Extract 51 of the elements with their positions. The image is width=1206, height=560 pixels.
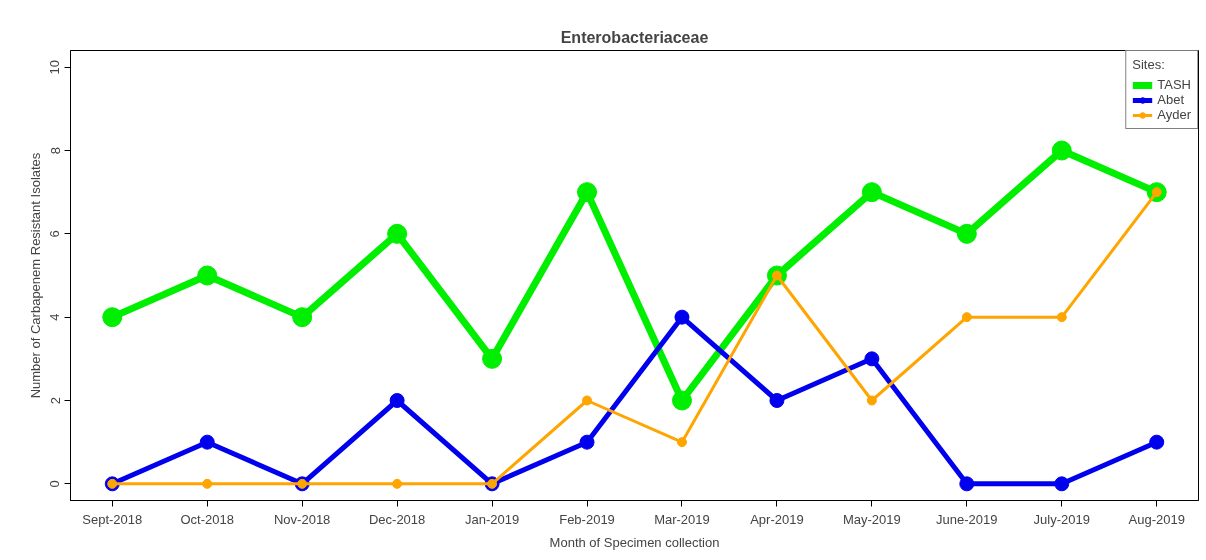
x-tick-label: Mar-2019 (654, 511, 710, 527)
legend-label: Ayder (1157, 107, 1191, 122)
point (861, 182, 882, 203)
point (671, 390, 692, 411)
chart-title: Enterobacteriaceae (560, 28, 709, 46)
x-tick-label: Dec-2018 (368, 511, 426, 527)
point (482, 348, 503, 369)
point (582, 395, 593, 406)
legend-label: Abet (1157, 92, 1185, 107)
point (577, 182, 598, 203)
y-tick-label: 10 (47, 59, 63, 75)
point (1056, 312, 1067, 323)
legend-title: Sites: (1132, 57, 1166, 72)
x-tick-label: May-2019 (842, 511, 901, 527)
point (676, 437, 687, 448)
y-tick-label: 0 (47, 480, 63, 488)
point (1054, 476, 1070, 492)
x-tick-label: Oct-2018 (180, 511, 234, 527)
point (197, 265, 218, 286)
point (392, 478, 403, 489)
point (866, 395, 877, 406)
point (199, 434, 215, 450)
point (769, 393, 785, 408)
y-tick-label: 4 (47, 313, 63, 321)
y-tick-label: 8 (47, 146, 63, 155)
x-tick-label: Sept-2018 (82, 511, 143, 527)
x-axis-title: Month of Specimen collection (549, 534, 720, 550)
x-tick-label: Nov-2018 (273, 511, 331, 527)
legend-label: TASH (1157, 77, 1191, 92)
x-tick-label: June-2019 (936, 511, 998, 527)
point (1149, 434, 1165, 450)
x-tick-label: Feb-2019 (559, 511, 615, 527)
x-tick-label: Aug-2019 (1128, 511, 1185, 527)
x-tick-label: Jan-2019 (464, 511, 520, 527)
point (292, 307, 313, 328)
point (959, 476, 975, 492)
x-tick-label: July-2019 (1033, 511, 1090, 527)
point (102, 307, 123, 328)
point (202, 478, 213, 489)
point (864, 351, 880, 367)
y-tick-label: 6 (47, 230, 63, 238)
point (961, 312, 972, 323)
point (674, 309, 690, 325)
x-tick-label: Apr-2019 (750, 511, 804, 527)
point (389, 393, 405, 408)
point (956, 223, 977, 244)
point (1051, 140, 1072, 161)
y-axis-title: Number of Carbapenem Resistant Isolates (27, 152, 43, 399)
y-tick-label: 2 (47, 396, 63, 405)
point (579, 434, 595, 450)
point (387, 223, 408, 244)
